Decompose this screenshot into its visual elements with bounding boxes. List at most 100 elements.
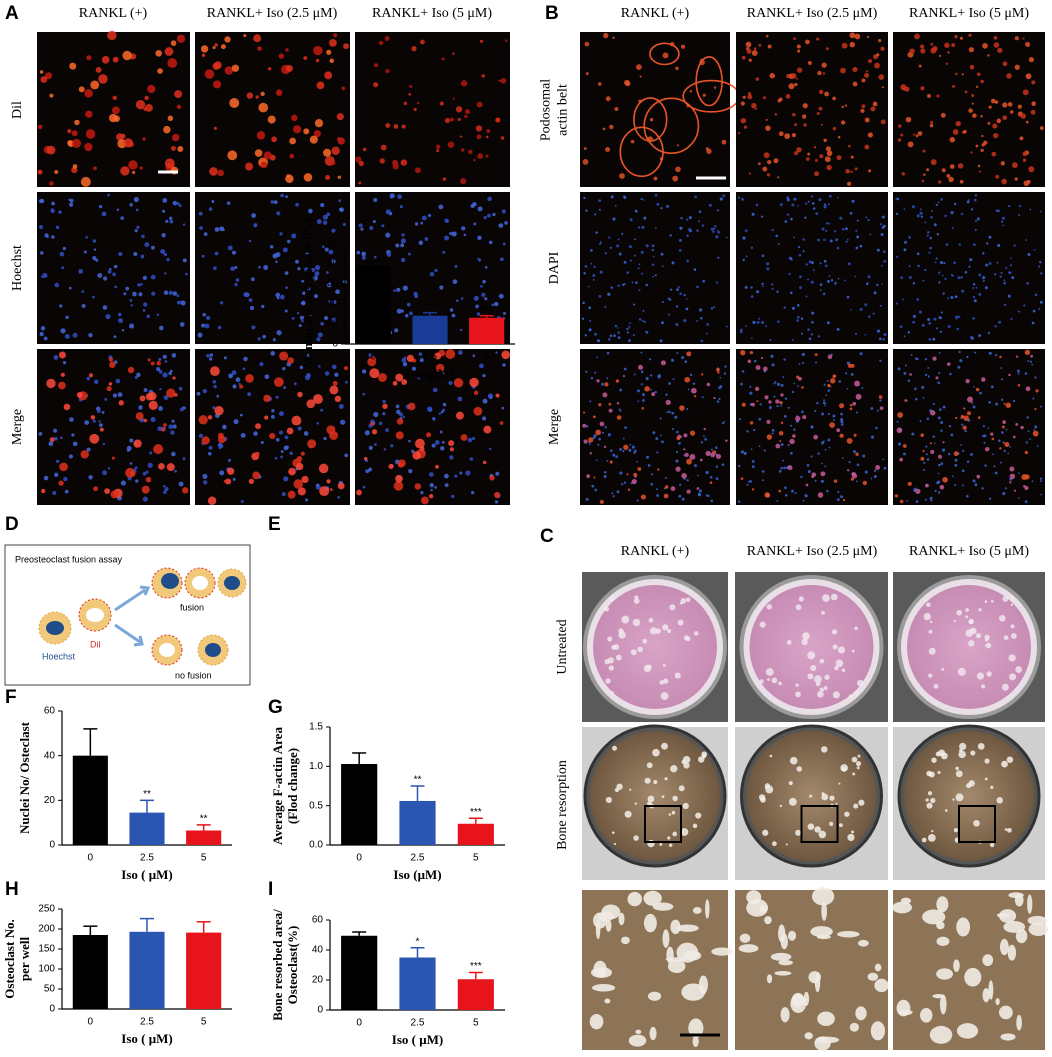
- cell-spot: [746, 48, 752, 54]
- cell-spot: [502, 242, 506, 246]
- cell-spot: [980, 148, 984, 152]
- cell-spot: [940, 429, 943, 432]
- cell-spot: [144, 242, 150, 248]
- pit: [1000, 1033, 1016, 1041]
- bar: [186, 830, 222, 845]
- cell-spot: [661, 321, 664, 325]
- x-axis-label: Iso ( μM): [392, 1032, 443, 1047]
- cell-spot: [954, 295, 958, 299]
- cell-spot: [698, 489, 702, 493]
- cell-spot: [64, 334, 70, 339]
- cell-spot: [594, 333, 597, 336]
- cell-spot: [715, 465, 719, 468]
- cell-spot: [320, 203, 325, 208]
- cell-spot: [784, 220, 788, 223]
- y-axis-label: Nuclei No/ Osteclast: [17, 721, 32, 834]
- cell-spot: [878, 395, 883, 399]
- cell-spot: [145, 104, 153, 112]
- cell-spot: [385, 209, 391, 215]
- pit: [604, 998, 611, 1004]
- cell-spot: [911, 432, 915, 436]
- cell-spot: [780, 421, 784, 425]
- cell-spot: [791, 390, 795, 394]
- cell-spot: [665, 393, 668, 397]
- cell-spot: [331, 364, 337, 370]
- cell-spot: [840, 67, 846, 74]
- stain-spot: [835, 659, 844, 668]
- cell-spot: [420, 39, 425, 45]
- cell-spot: [171, 419, 175, 423]
- cell-spot: [609, 460, 613, 464]
- cell-spot: [380, 144, 387, 151]
- cell-spot: [465, 470, 471, 476]
- cell-spot: [612, 495, 615, 498]
- cell-spot: [689, 90, 693, 93]
- cell-spot: [48, 441, 54, 447]
- pit: [613, 842, 617, 846]
- pit: [857, 754, 861, 758]
- significance: *: [416, 936, 420, 947]
- cell-spot: [1013, 489, 1017, 492]
- cell-spot: [451, 231, 457, 237]
- cell-spot: [325, 175, 331, 181]
- cell-spot: [406, 354, 415, 363]
- cell-spot: [592, 273, 596, 277]
- cell-spot: [861, 387, 864, 389]
- cell-spot: [151, 291, 156, 296]
- cell-spot: [401, 358, 407, 363]
- cell-spot: [502, 363, 506, 367]
- cell-spot: [140, 283, 143, 286]
- cell-spot: [293, 382, 297, 386]
- cell-spot: [1017, 104, 1022, 109]
- cell-spot: [1000, 367, 1003, 369]
- cell-spot: [938, 271, 941, 274]
- stain-spot: [1010, 603, 1014, 607]
- panel-letter: B: [545, 3, 559, 24]
- cell-spot: [495, 393, 500, 398]
- cell-spot: [749, 350, 754, 355]
- cell-spot: [158, 406, 163, 411]
- cell-spot: [276, 211, 281, 216]
- cell-spot: [860, 108, 865, 113]
- cell-spot: [1014, 64, 1020, 70]
- cell-spot: [99, 423, 103, 428]
- cell-spot: [165, 219, 169, 223]
- cell-spot: [475, 306, 479, 309]
- cell-spot: [900, 276, 904, 279]
- cell-spot: [43, 475, 49, 481]
- cell-spot: [897, 412, 904, 418]
- cell-spot: [828, 275, 831, 277]
- cell-spot: [214, 43, 218, 47]
- cell-spot: [919, 419, 922, 423]
- cell-spot: [702, 93, 706, 97]
- cell-spot: [899, 457, 904, 462]
- cell-spot: [595, 459, 598, 462]
- cell-spot: [683, 448, 686, 451]
- cell-spot: [604, 252, 607, 255]
- cell-spot: [694, 464, 697, 468]
- cell-spot: [157, 68, 163, 74]
- cell-spot: [451, 313, 456, 318]
- cell-spot: [850, 308, 852, 311]
- cell-spot: [626, 271, 630, 274]
- cell-spot: [320, 408, 324, 412]
- cell-spot: [86, 447, 91, 452]
- cell-spot: [253, 34, 262, 43]
- stain-spot: [608, 665, 614, 671]
- cell-spot: [715, 235, 719, 239]
- cell-spot: [994, 325, 997, 328]
- cell-spot: [904, 399, 908, 402]
- cell-spot: [789, 291, 793, 295]
- cell-spot: [606, 459, 609, 462]
- cell-spot: [1026, 416, 1029, 419]
- cell-spot: [334, 395, 342, 403]
- cell-spot: [818, 89, 824, 95]
- cell-spot: [412, 451, 421, 460]
- cell-spot: [1026, 282, 1029, 285]
- cell-spot: [958, 315, 961, 319]
- cell-spot: [258, 102, 269, 113]
- cell-spot: [967, 199, 970, 202]
- cell-spot: [713, 227, 716, 230]
- stain-spot: [823, 685, 828, 691]
- cell-spot: [896, 427, 903, 434]
